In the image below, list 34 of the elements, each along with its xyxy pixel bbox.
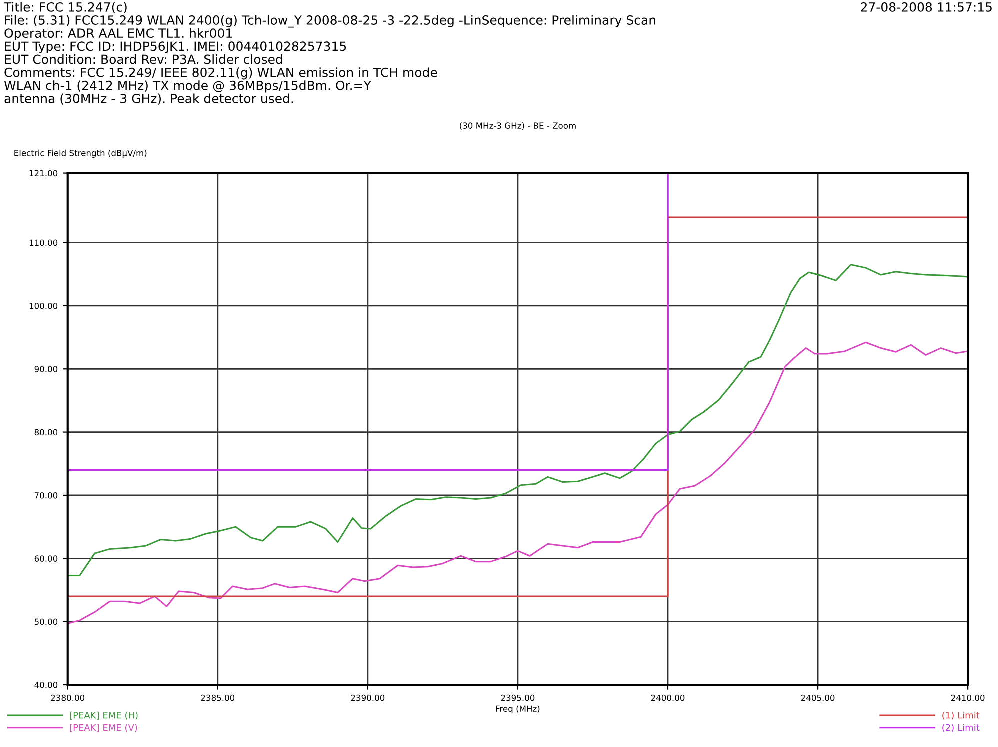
text: EUT Type: FCC ID: IHDP56JK1. IMEI: 004401028257315	[5, 42, 346, 54]
x-tick-label: 2380.00	[51, 694, 85, 702]
text: [PEAK] EME (V)	[70, 724, 138, 732]
x-tick-label: 2400.00	[651, 694, 685, 702]
x-tick-label: 2410.00	[951, 694, 985, 702]
x-tick-label: 2395.00	[501, 694, 535, 702]
text: Title: FCC 15.247(c)	[4, 2, 127, 14]
y-tick-label: 50.00	[34, 618, 58, 626]
text: EUT Condition: Board Rev: P3A. Slider closed	[5, 54, 282, 64]
text: 27-08-2008 11:57:15	[861, 2, 992, 12]
line-series	[68, 264, 968, 576]
y-tick-label: 100.00	[30, 302, 58, 310]
text: antenna (30MHz - 3 GHz). Peak detector used.	[4, 94, 294, 105]
x-tick-label: 2385.00	[201, 694, 235, 702]
text: [PEAK] EME (H)	[70, 712, 138, 720]
y-tick-label: 70.00	[34, 492, 58, 499]
y-tick-label: 90.00	[34, 366, 58, 372]
text: Operator: ADR AAL EMC TL1. hkr001	[4, 28, 232, 40]
line-series	[68, 342, 968, 624]
text: (1) Limit	[942, 712, 980, 720]
text: (2) Limit	[942, 724, 980, 732]
y-tick-label: 40.00	[34, 682, 58, 688]
chart-title: (30 MHz-3 GHz) - BE - Zoom	[460, 122, 576, 130]
y-axis-title: Electric Field Strength (dBµV/m)	[14, 150, 147, 158]
text: File: (5.31) FCC15.249 WLAN 2400(g) Tch-low_Y 2008-08-25 -3 -22.5deg -LinSequence: Preliminary Scan	[5, 15, 656, 28]
y-tick-label: 60.00	[34, 556, 58, 562]
text: Comments: FCC 15.249/ IEEE 802.11(g) WLAN emission in TCH mode	[4, 68, 438, 80]
x-tick-label: 2390.00	[351, 694, 385, 702]
y-tick-label: 110.00	[30, 240, 58, 246]
x-tick-label: 2405.00	[801, 694, 835, 702]
y-tick-label: 121.00	[30, 170, 58, 177]
y-tick-label: 80.00	[34, 429, 58, 436]
x-axis-title: Freq (MHz)	[496, 706, 540, 714]
text: WLAN ch-1 (2412 MHz) TX mode @ 36MBps/15dBm. Or.=Y	[4, 80, 372, 93]
